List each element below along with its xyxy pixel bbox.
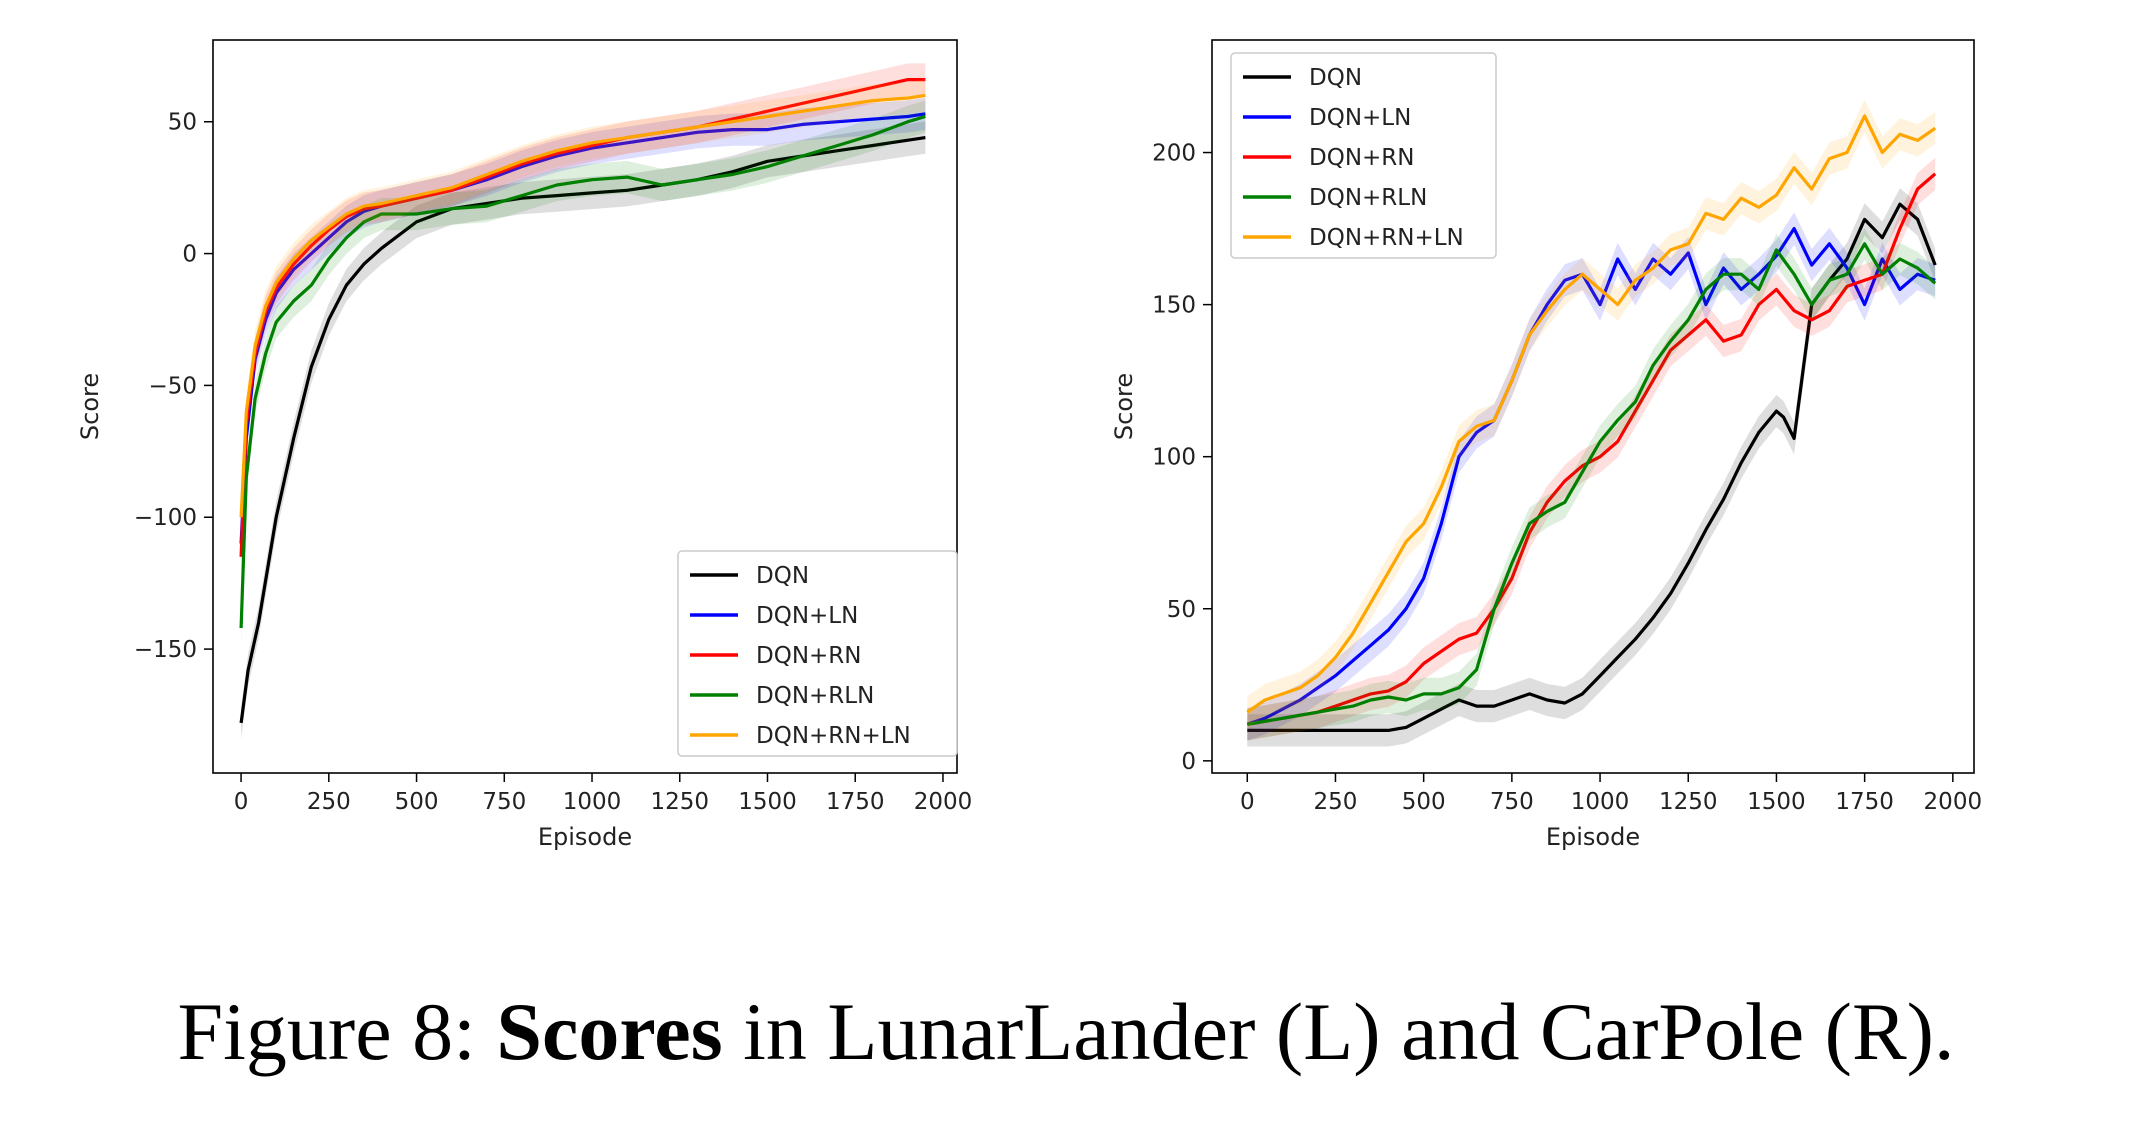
figure-caption: Figure 8: Scores in LunarLander (L) and … [0, 985, 2132, 1079]
x-tick-label: 2000 [914, 789, 973, 815]
x-tick-label: 500 [395, 789, 439, 815]
legend-label-dqn-ln: DQN+LN [756, 603, 858, 629]
legend-label-dqn-rn: DQN+RN [1309, 145, 1414, 171]
x-tick-label: 1750 [826, 789, 885, 815]
y-axis-label: Score [1110, 373, 1138, 440]
x-tick-label: 1500 [738, 789, 797, 815]
y-axis-label: Score [76, 373, 104, 440]
series-band-dqn-rn-ln [241, 79, 926, 534]
series-line-dqn-rn [1247, 172, 1937, 726]
legend-label-dqn-rln: DQN+RLN [1309, 185, 1427, 211]
legend-label-dqn-ln: DQN+LN [1309, 105, 1411, 131]
series-band-dqn-rn [1247, 157, 1936, 741]
legend-label-dqn-rn-ln: DQN+RN+LN [756, 723, 911, 749]
series-line-dqn-rn [239, 77, 926, 557]
legend-label-dqn-rn-ln: DQN+RN+LN [1309, 225, 1464, 251]
y-tick-label: 50 [168, 110, 197, 136]
x-tick-label: 250 [307, 789, 351, 815]
legend-label-dqn-rln: DQN+RLN [756, 683, 874, 709]
x-tick-label: 750 [1490, 789, 1534, 815]
caption-prefix: Figure 8: [177, 986, 497, 1077]
y-tick-label: −50 [148, 373, 197, 399]
legend-label-dqn: DQN [756, 563, 809, 589]
series-group [239, 63, 926, 739]
plot-frame [212, 39, 958, 774]
x-tick-label: 750 [482, 789, 526, 815]
y-tick-label: −150 [134, 637, 197, 663]
x-axis-label: Episode [538, 823, 632, 851]
x-tick-label: 500 [1402, 789, 1446, 815]
y-tick-label: 50 [1167, 597, 1196, 623]
series-line-dqn-rn-ln [1246, 114, 1937, 714]
x-tick-label: 0 [1240, 789, 1255, 815]
legend-label-dqn-rn: DQN+RN [756, 643, 861, 669]
x-tick-label: 1000 [1571, 789, 1630, 815]
legend-box [677, 550, 958, 757]
series-line-dqn-rn-ln [239, 93, 926, 518]
y-tick-label: 100 [1152, 445, 1196, 471]
series-band-dqn-rn [241, 63, 926, 573]
x-tick-label: 0 [234, 789, 249, 815]
plot-frame [1211, 39, 1975, 774]
x-tick-label: 1250 [1659, 789, 1718, 815]
series-band-dqn-rln [241, 100, 926, 645]
caption-suffix: in LunarLander (L) and CarPole (R). [722, 986, 1955, 1077]
x-tick-label: 1750 [1835, 789, 1894, 815]
x-tick-label: 1500 [1747, 789, 1806, 815]
series-band-dqn-rn-ln [1247, 99, 1936, 729]
legend-label-dqn: DQN [1309, 65, 1362, 91]
x-axis-label: Episode [1546, 823, 1640, 851]
y-tick-label: 0 [182, 242, 197, 268]
legend-box [1230, 52, 1497, 259]
caption-bold: Scores [496, 986, 723, 1077]
carpole-score-chart: 0 250 500 750 1000 1250 1500 1750 2000 0 50 100 150 2… [1110, 39, 1983, 851]
y-tick-label: 150 [1152, 293, 1196, 319]
y-tick-label: −100 [134, 505, 197, 531]
lunarlander-score-chart: 0 250 500 750 1000 1250 1500 1750 2000500−50−100… [76, 39, 973, 851]
x-tick-label: 1000 [563, 789, 622, 815]
series-line-dqn-rln [239, 114, 926, 629]
x-tick-label: 250 [1314, 789, 1358, 815]
series-group [1246, 99, 1937, 747]
x-tick-label: 1250 [650, 789, 709, 815]
series-line-dqn-ln [239, 112, 926, 544]
y-tick-label: 200 [1152, 141, 1196, 167]
y-tick-label: 0 [1181, 749, 1196, 775]
series-line-dqn-rln [1247, 242, 1937, 726]
x-tick-label: 2000 [1924, 789, 1983, 815]
series-line-dqn-ln [1246, 227, 1936, 726]
